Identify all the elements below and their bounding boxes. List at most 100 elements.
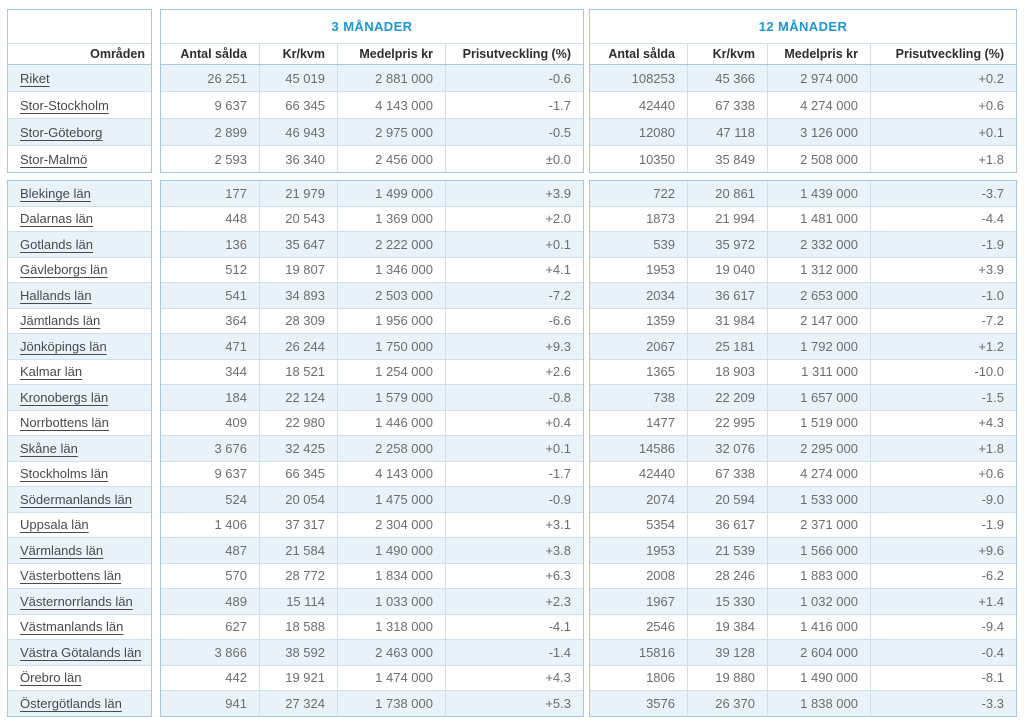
table-row: Skåne län	[8, 435, 151, 461]
prisutveckling-cell: -0.4	[870, 640, 1016, 665]
col-header-antal-salda: Antal sålda	[608, 47, 675, 61]
kr-kvm-cell: 28 246	[687, 563, 767, 588]
medelpris-cell: 1 254 000	[337, 359, 445, 384]
area-link[interactable]: Stor-Göteborg	[20, 124, 103, 140]
area-link[interactable]: Västernorrlands län	[20, 593, 133, 609]
medelpris-cell: 2 653 000	[767, 283, 870, 308]
areas-cities-block: Riket Stor-Stockholm Stor-Göteborg Stor-Mal…	[7, 64, 152, 173]
prisutveckling-cell: +0.1	[870, 119, 1016, 145]
medelpris-cell: 1 481 000	[767, 206, 870, 231]
medelpris-cell: 1 033 000	[337, 589, 445, 614]
kr-kvm-cell: 36 617	[687, 512, 767, 537]
kr-kvm-cell: 21 994	[687, 206, 767, 231]
prisutveckling-cell: -1.5	[870, 385, 1016, 410]
table-row: Västra Götalands län	[8, 639, 151, 665]
area-link[interactable]: Jönköpings län	[20, 338, 107, 354]
area-link[interactable]: Dalarnas län	[20, 211, 93, 227]
area-link[interactable]: Västerbottens län	[20, 568, 122, 584]
three-month-panel: 3 MÅNADER Antal sålda Kr/kvm Medelpris k…	[160, 9, 584, 717]
kr-kvm-cell: 21 584	[259, 538, 337, 563]
medelpris-cell: 2 258 000	[337, 436, 445, 461]
antal-salda-cell: 42440	[638, 97, 675, 113]
table-row: Jämtlands län	[8, 307, 151, 333]
area-link[interactable]: Västra Götalands län	[20, 644, 142, 660]
antal-salda-cell: 1477	[646, 415, 675, 431]
area-link[interactable]: Kalmar län	[20, 364, 83, 380]
area-link[interactable]: Uppsala län	[20, 517, 89, 533]
kr-kvm-cell: 67 338	[687, 92, 767, 118]
area-link[interactable]: Östergötlands län	[20, 695, 122, 711]
antal-salda-cell: 722	[653, 185, 675, 201]
three-month-counties-block: 177 21 979 1 499 000 +3.9 448 20 543 1 369 000…	[160, 180, 584, 717]
prisutveckling-cell: -4.1	[445, 614, 583, 639]
medelpris-cell: 1 834 000	[337, 563, 445, 588]
table-row: Norrbottens län	[8, 409, 151, 435]
medelpris-cell: 1 750 000	[337, 334, 445, 359]
antal-salda-cell: 2074	[646, 491, 675, 507]
twelve-month-cities-block: 108253 45 366 2 974 000 +0.2 42440 67 338 4 27…	[589, 64, 1017, 173]
area-link[interactable]: Jämtlands län	[20, 313, 101, 329]
area-link[interactable]: Norrbottens län	[20, 415, 109, 431]
col-header-medelpris: Medelpris kr	[767, 44, 870, 64]
kr-kvm-cell: 45 019	[259, 65, 337, 91]
medelpris-cell: 2 371 000	[767, 512, 870, 537]
medelpris-cell: 1 318 000	[337, 614, 445, 639]
prisutveckling-cell: +0.6	[870, 92, 1016, 118]
prisutveckling-cell: +4.1	[445, 257, 583, 282]
prisutveckling-cell: -0.6	[445, 65, 583, 91]
table-row: 3 676 32 425 2 258 000 +0.1	[161, 435, 583, 461]
prisutveckling-cell: -3.7	[870, 181, 1016, 206]
kr-kvm-cell: 46 943	[259, 119, 337, 145]
prisutveckling-cell: +6.3	[445, 563, 583, 588]
table-row: 184 22 124 1 579 000 -0.8	[161, 384, 583, 410]
kr-kvm-cell: 28 772	[259, 563, 337, 588]
table-row: 512 19 807 1 346 000 +4.1	[161, 256, 583, 282]
antal-salda-cell: 1967	[646, 593, 675, 609]
table-row: 1873 21 994 1 481 000 -4.4	[590, 205, 1016, 231]
antal-salda-cell: 1359	[646, 313, 675, 329]
kr-kvm-cell: 25 181	[687, 334, 767, 359]
medelpris-cell: 1 579 000	[337, 385, 445, 410]
table-row: 541 34 893 2 503 000 -7.2	[161, 282, 583, 308]
table-row: 42440 67 338 4 274 000 +0.6	[590, 460, 1016, 486]
area-link[interactable]: Värmlands län	[20, 542, 104, 558]
medelpris-cell: 1 369 000	[337, 206, 445, 231]
area-link[interactable]: Stor-Stockholm	[20, 97, 109, 113]
area-link[interactable]: Skåne län	[20, 440, 78, 456]
antal-salda-cell: 15816	[638, 644, 675, 660]
table-row: Västmanlands län	[8, 613, 151, 639]
kr-kvm-cell: 20 543	[259, 206, 337, 231]
area-link[interactable]: Stor-Malmö	[20, 151, 88, 167]
area-link[interactable]: Kronobergs län	[20, 389, 109, 405]
table-row: 1477 22 995 1 519 000 +4.3	[590, 409, 1016, 435]
kr-kvm-cell: 36 617	[687, 283, 767, 308]
antal-salda-cell: 12080	[638, 124, 675, 140]
kr-kvm-cell: 18 521	[259, 359, 337, 384]
col-header-kr-kvm: Kr/kvm	[259, 44, 337, 64]
area-link[interactable]: Gävleborgs län	[20, 262, 108, 278]
area-link[interactable]: Södermanlands län	[20, 491, 133, 507]
antal-salda-cell: 42440	[638, 466, 675, 482]
area-link[interactable]: Gotlands län	[20, 236, 93, 252]
kr-kvm-cell: 22 209	[687, 385, 767, 410]
prisutveckling-cell: +2.0	[445, 206, 583, 231]
medelpris-cell: 1 738 000	[337, 691, 445, 716]
table-row: Gävleborgs län	[8, 256, 151, 282]
area-link[interactable]: Stockholms län	[20, 466, 109, 482]
area-link[interactable]: Örebro län	[20, 670, 82, 686]
table-row: Hallands län	[8, 282, 151, 308]
table-row: 524 20 054 1 475 000 -0.9	[161, 486, 583, 512]
area-link[interactable]: Blekinge län	[20, 185, 91, 201]
antal-salda-cell: 471	[225, 338, 247, 354]
antal-salda-cell: 1365	[646, 364, 675, 380]
area-link[interactable]: Riket	[20, 70, 50, 86]
antal-salda-cell: 2 899	[214, 124, 247, 140]
area-link[interactable]: Hallands län	[20, 287, 92, 303]
kr-kvm-cell: 32 076	[687, 436, 767, 461]
kr-kvm-cell: 66 345	[259, 92, 337, 118]
area-link[interactable]: Västmanlands län	[20, 619, 124, 635]
antal-salda-cell: 2034	[646, 287, 675, 303]
table-row: Uppsala län	[8, 511, 151, 537]
col-header-antal-salda: Antal sålda	[180, 47, 247, 61]
table-row: 627 18 588 1 318 000 -4.1	[161, 613, 583, 639]
